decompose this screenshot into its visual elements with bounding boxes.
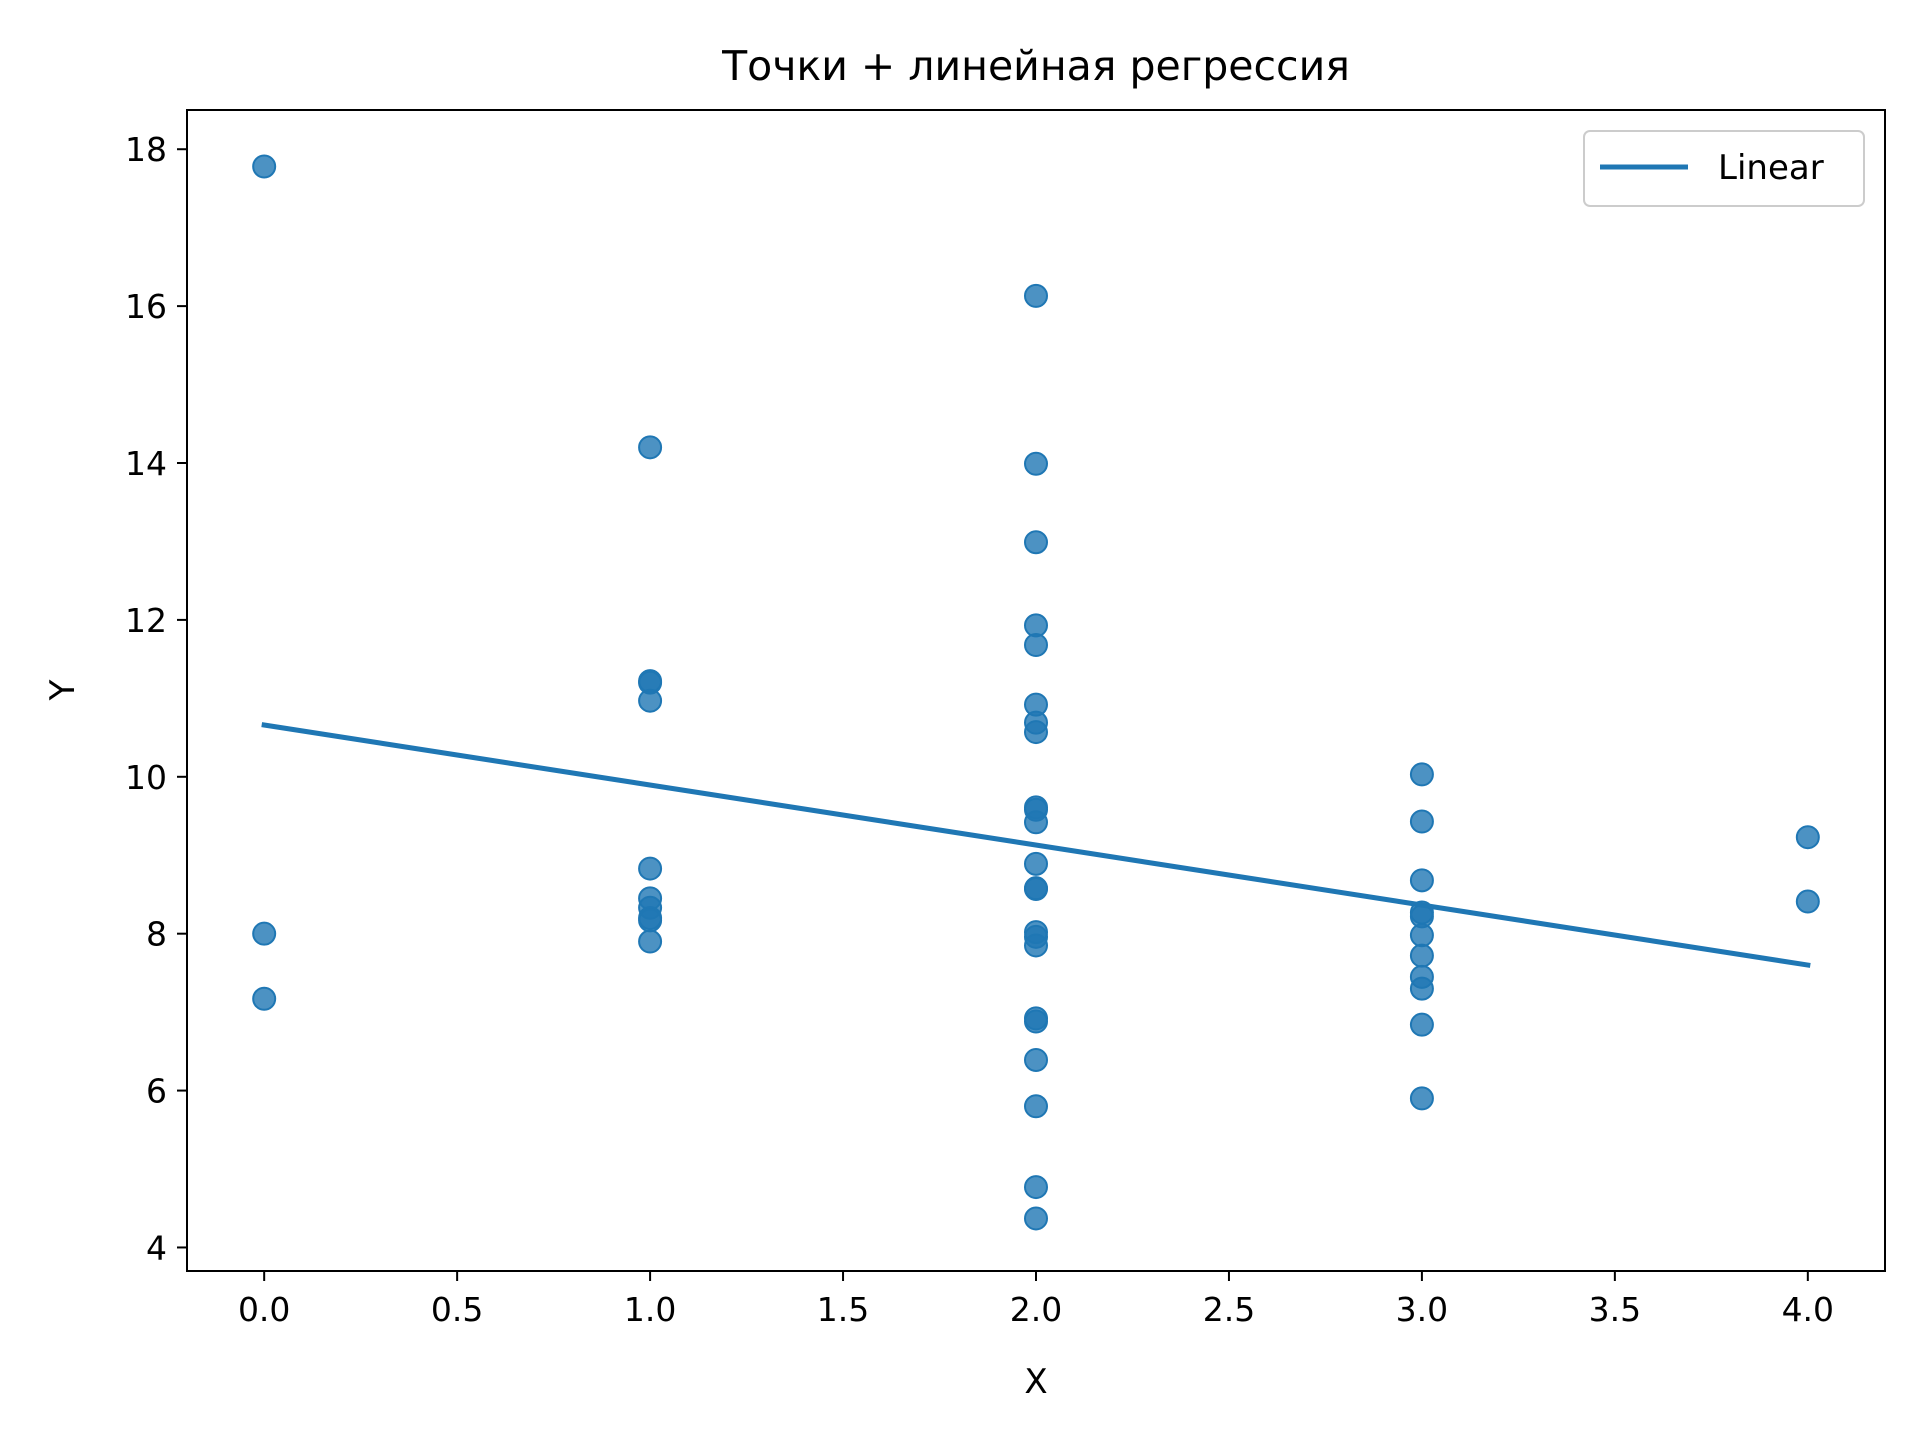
scatter-point <box>1024 530 1048 555</box>
scatter-point <box>1795 889 1820 914</box>
scatter-point <box>252 921 277 946</box>
scatter-point <box>1024 283 1048 308</box>
scatter-point <box>252 154 277 179</box>
y-tick-label: 14 <box>125 444 167 483</box>
scatter-point <box>1024 851 1048 876</box>
scatter-point <box>638 908 663 933</box>
y-tick-label: 12 <box>125 601 167 640</box>
legend-box <box>1583 130 1865 207</box>
scatter-point <box>1409 868 1434 893</box>
scatter-point <box>1024 810 1048 835</box>
scatter-point <box>638 929 663 954</box>
x-tick-label: 4.0 <box>1782 1290 1834 1329</box>
x-tick-label: 1.5 <box>817 1290 869 1329</box>
scatter-point <box>1024 720 1048 745</box>
legend: Linear <box>1583 130 1865 207</box>
x-tick-label: 3.0 <box>1396 1290 1448 1329</box>
x-tick-label: 3.5 <box>1589 1290 1641 1329</box>
chart-title: Точки + линейная регрессия <box>721 42 1350 90</box>
scatter-point <box>1409 762 1434 787</box>
y-tick-label: 18 <box>125 130 167 169</box>
y-tick-label: 4 <box>146 1228 167 1267</box>
x-tick-label: 2.5 <box>1203 1290 1255 1329</box>
scatter-point <box>1024 876 1048 901</box>
regression-line <box>261 722 1811 968</box>
x-tick-label: 0.0 <box>238 1290 290 1329</box>
axes-frame <box>186 109 1886 1272</box>
scatter-point <box>1024 451 1048 476</box>
scatter-point <box>638 688 663 713</box>
y-tick-label: 8 <box>146 915 167 954</box>
scatter-point <box>1024 933 1048 958</box>
scatter-point <box>1409 1086 1434 1111</box>
scatter-point <box>1024 1009 1048 1034</box>
legend-label-linear: Linear <box>1718 148 1824 188</box>
x-tick-label: 1.0 <box>624 1290 676 1329</box>
y-tick-label: 10 <box>125 758 167 797</box>
scatter-point <box>1409 923 1434 948</box>
scatter-point <box>638 435 663 460</box>
x-tick-label: 0.5 <box>431 1290 483 1329</box>
scatter-point <box>1795 825 1820 850</box>
scatter-point <box>1409 809 1434 834</box>
x-tick-label: 2.0 <box>1010 1290 1062 1329</box>
scatter-point <box>1024 1175 1048 1200</box>
scatter-point <box>252 986 277 1011</box>
x-axis-label: X <box>1024 1362 1047 1402</box>
plot-area <box>252 154 1820 1231</box>
scatter-point <box>1024 1206 1048 1231</box>
scatter-point <box>1024 1047 1048 1072</box>
scatter-point <box>1409 976 1434 1001</box>
scatter-point <box>1409 1012 1434 1037</box>
scatter-point <box>1024 1094 1048 1119</box>
scatter-point <box>1024 633 1048 658</box>
y-tick-label: 6 <box>146 1072 167 1111</box>
axis-ticks: 0.0 0.5 1.0 1.5 2.0 2.5 3.0 3.5 4.0 4 6 8 10 12 14 16 18 <box>125 130 1834 1329</box>
y-axis-label: Y <box>43 679 83 701</box>
scatter-point <box>638 856 663 881</box>
scatter-point <box>1409 943 1434 968</box>
y-tick-label: 16 <box>125 287 167 326</box>
